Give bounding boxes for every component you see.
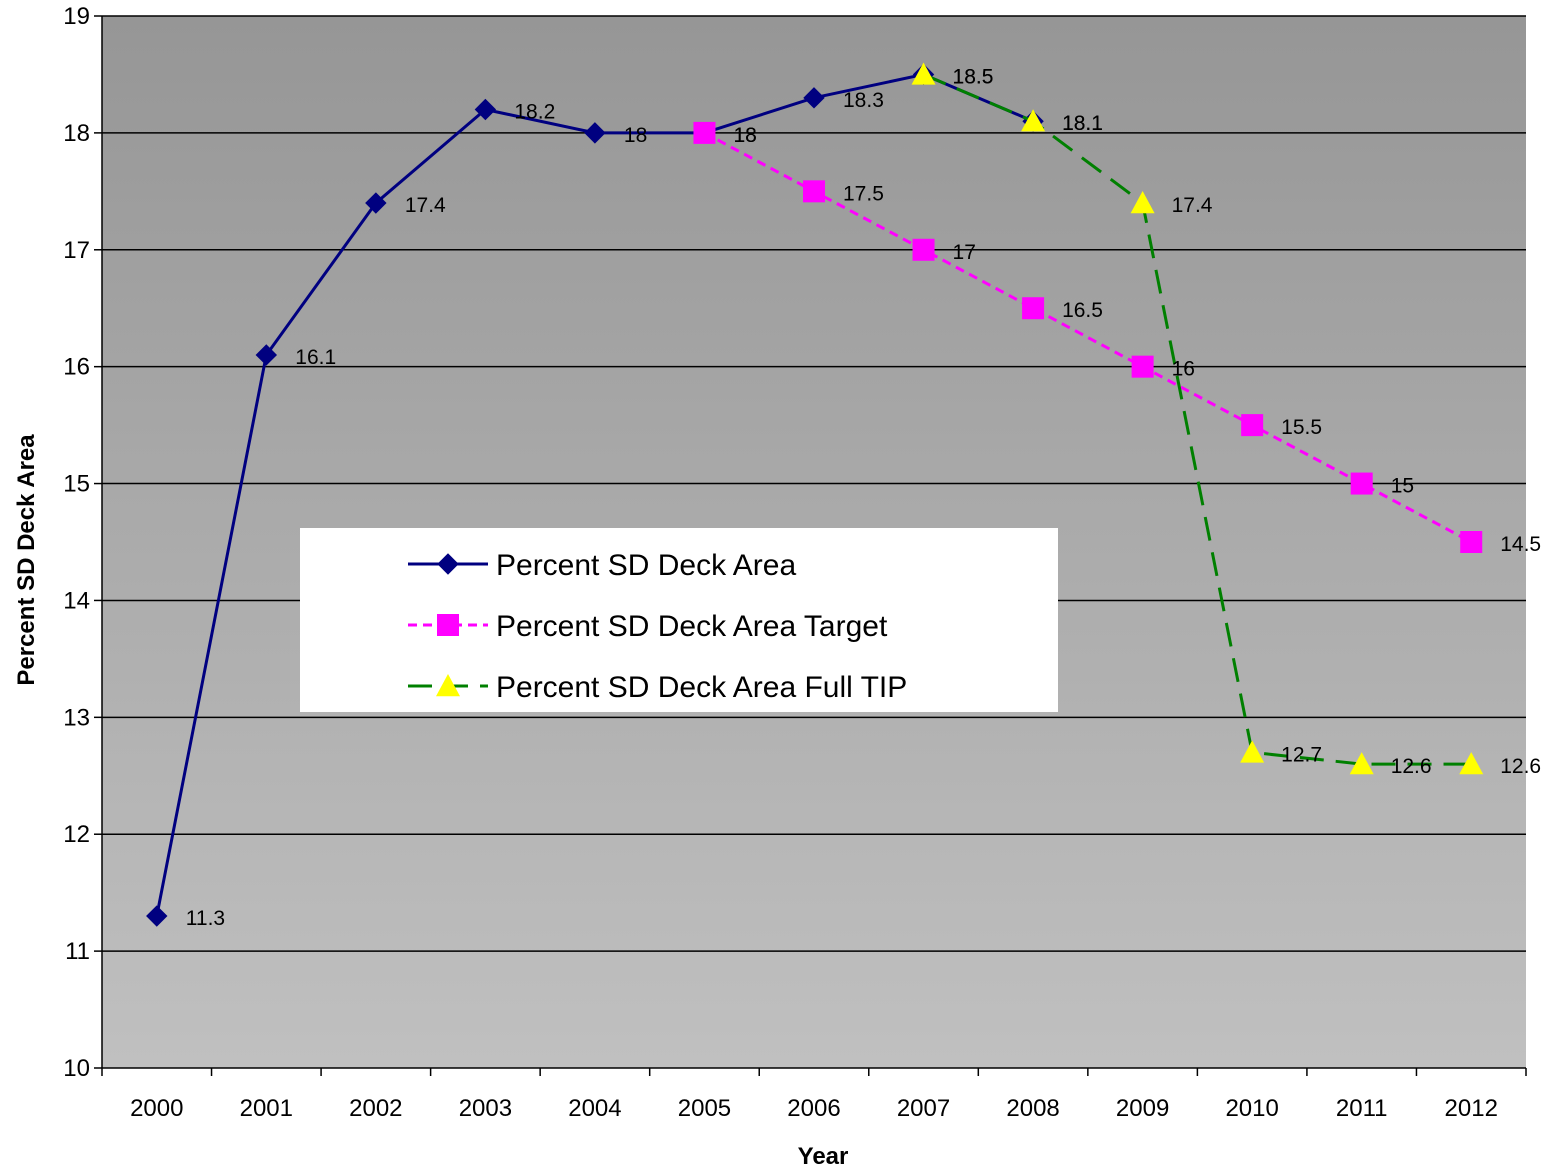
data-label: 17.5 bbox=[843, 182, 884, 205]
y-axis-title: Percent SD Deck Area bbox=[13, 434, 40, 686]
y-tick-label: 15 bbox=[63, 471, 90, 498]
data-point bbox=[255, 344, 278, 366]
data-label: 12.7 bbox=[1281, 743, 1322, 766]
x-tick-label: 2006 bbox=[787, 1095, 840, 1122]
data-point bbox=[1022, 297, 1045, 320]
series-2 bbox=[693, 121, 1483, 553]
legend-marker bbox=[437, 614, 459, 636]
data-point bbox=[1459, 752, 1484, 775]
y-tick-label: 17 bbox=[63, 237, 90, 264]
x-tick-label: 2011 bbox=[1336, 1095, 1388, 1122]
x-tick-label: 2001 bbox=[240, 1095, 293, 1122]
legend-label: Percent SD Deck Area Full TIP bbox=[496, 671, 907, 704]
legend-label: Percent SD Deck Area bbox=[496, 549, 796, 582]
data-point bbox=[1350, 472, 1373, 495]
data-labels: 11.316.117.418.218 1818.318.518.11817.517… bbox=[186, 65, 1541, 930]
data-label: 18.5 bbox=[953, 65, 994, 88]
x-tick-label: 2010 bbox=[1225, 1095, 1278, 1122]
legend-marker bbox=[436, 674, 460, 697]
legend: Percent SD Deck Area Percent SD Deck Area… bbox=[300, 528, 1058, 712]
y-tick-label: 11 bbox=[65, 938, 90, 965]
data-label: 18.1 bbox=[1062, 112, 1103, 135]
series-line bbox=[703, 131, 1472, 544]
data-label: 18.5 bbox=[953, 65, 994, 88]
y-tick-label: 14 bbox=[63, 587, 90, 614]
data-point bbox=[1021, 109, 1046, 132]
data-point bbox=[911, 62, 936, 85]
data-point bbox=[474, 98, 497, 121]
x-axis-title: Year bbox=[798, 1143, 849, 1170]
data-label: 18.2 bbox=[514, 101, 555, 124]
data-label: 17.4 bbox=[1172, 194, 1213, 217]
legend-marker bbox=[437, 553, 459, 575]
x-tick-label: 2005 bbox=[678, 1095, 731, 1122]
data-label: 16.5 bbox=[1062, 299, 1103, 322]
series-layer bbox=[146, 62, 1484, 927]
data-point bbox=[1241, 414, 1264, 437]
y-tick-label: 10 bbox=[63, 1055, 90, 1082]
data-point bbox=[1131, 355, 1154, 378]
y-tick-label: 16 bbox=[63, 354, 90, 381]
data-point bbox=[1240, 740, 1265, 763]
legend-item: Percent SD Deck Area Full TIP bbox=[408, 671, 907, 704]
data-point bbox=[693, 121, 716, 144]
data-label: 11.3 bbox=[186, 907, 225, 930]
data-label: 18 bbox=[733, 124, 756, 147]
data-label: 18 bbox=[624, 124, 647, 147]
data-label: 15.5 bbox=[1281, 416, 1322, 439]
x-tick-label: 2012 bbox=[1445, 1095, 1498, 1122]
x-tick-label: 2002 bbox=[349, 1095, 402, 1122]
y-tick-label: 12 bbox=[63, 821, 90, 848]
x-tick-label: 2003 bbox=[459, 1095, 512, 1122]
data-label: 17.4 bbox=[405, 194, 446, 217]
data-point bbox=[365, 192, 387, 214]
y-tick-label: 13 bbox=[63, 704, 90, 731]
data-point bbox=[803, 87, 825, 109]
data-label: 18.1 bbox=[1062, 112, 1103, 135]
data-point bbox=[584, 122, 606, 144]
data-label: 18 bbox=[733, 124, 756, 147]
legend-item: Percent SD Deck Area bbox=[408, 549, 796, 582]
y-tick-label: 18 bbox=[63, 120, 90, 147]
x-tick-label: 2009 bbox=[1116, 1095, 1169, 1122]
legend-item: Percent SD Deck Area Target bbox=[408, 610, 888, 643]
data-point bbox=[1460, 531, 1483, 553]
y-tick-label: 19 bbox=[63, 3, 90, 30]
series-3 bbox=[911, 62, 1484, 775]
x-tick-label: 2008 bbox=[1006, 1095, 1059, 1122]
data-label: 17 bbox=[953, 241, 976, 264]
data-point bbox=[803, 180, 825, 203]
data-point bbox=[1349, 752, 1374, 775]
legend-label: Percent SD Deck Area Target bbox=[496, 610, 888, 643]
legend-box bbox=[300, 528, 1058, 712]
data-label: 12.6 bbox=[1391, 755, 1432, 778]
axes: 10 11 12 13 14 15 16 17 18 19 2000 2001 2002 2003 2004… bbox=[63, 3, 1527, 1122]
x-tick-label: 2004 bbox=[568, 1095, 621, 1122]
data-label: 18.3 bbox=[843, 89, 884, 112]
data-point bbox=[1130, 191, 1155, 214]
data-label: 15 bbox=[1391, 475, 1414, 498]
x-tick-label: 2007 bbox=[897, 1095, 950, 1122]
data-point bbox=[146, 905, 168, 927]
data-label: 16.1 bbox=[295, 346, 336, 369]
data-label: 16 bbox=[1172, 358, 1195, 381]
data-point bbox=[912, 238, 935, 261]
series-line bbox=[922, 73, 1472, 766]
data-label: 14.5 bbox=[1500, 533, 1541, 556]
x-tick-label: 2000 bbox=[130, 1095, 183, 1122]
data-label: 12.6 bbox=[1500, 755, 1541, 778]
